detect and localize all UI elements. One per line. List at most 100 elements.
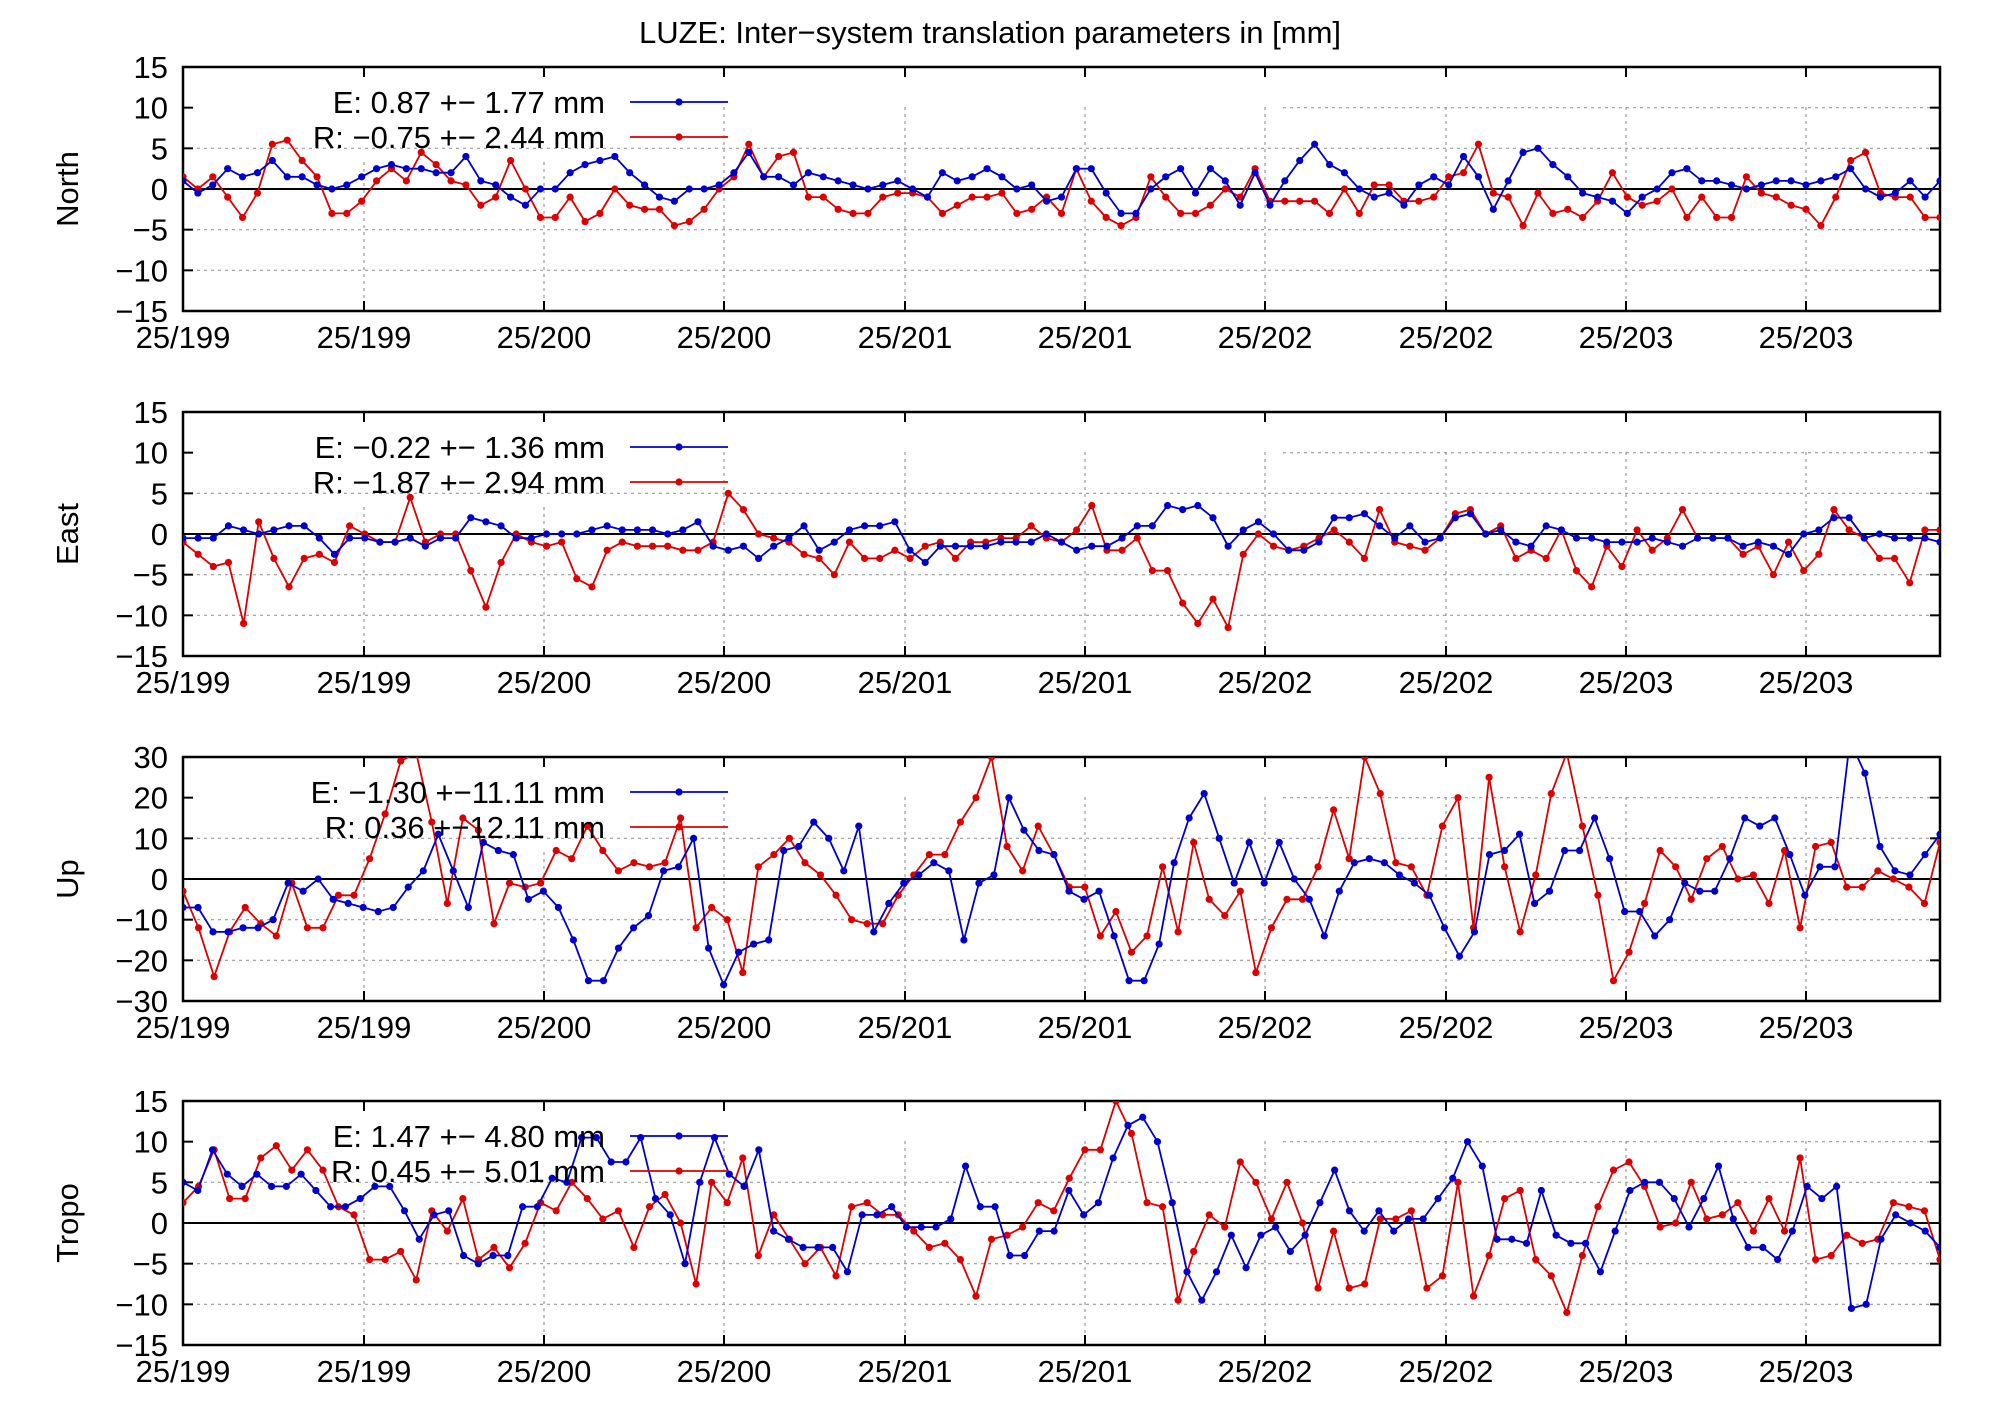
data-point-r [1361, 1280, 1369, 1288]
series-line-r [183, 491, 1940, 631]
data-point-e [494, 846, 502, 855]
data-point-r [832, 1272, 840, 1280]
x-tick-label: 25/199 [317, 320, 412, 355]
data-point-e [434, 830, 442, 838]
data-point-r [1057, 209, 1066, 217]
data-point-r [1713, 213, 1721, 222]
data-point-r [1254, 530, 1263, 538]
data-point-e [584, 977, 593, 985]
data-point-r [1081, 1146, 1089, 1154]
data-point-e [1906, 177, 1914, 185]
y-tick-label: 5 [151, 131, 168, 166]
y-tick-label: 10 [134, 821, 168, 856]
data-point-r [521, 185, 530, 193]
data-point-e [917, 1223, 925, 1231]
data-point-e [829, 1243, 837, 1251]
data-point-e [1579, 189, 1587, 197]
data-point-e [209, 181, 217, 189]
data-point-r [241, 903, 249, 912]
data-point-e [253, 1170, 261, 1178]
data-point-r [1177, 209, 1185, 217]
data-point-e [1305, 895, 1313, 903]
legend-marker-r [675, 823, 683, 831]
data-point-r [1283, 895, 1291, 903]
data-point-e [611, 152, 619, 161]
data-point-r [1683, 213, 1691, 222]
data-point-e [1655, 1178, 1664, 1186]
data-point-r [1516, 928, 1524, 936]
x-tick-label: 25/199 [317, 1354, 412, 1389]
data-point-r [270, 554, 278, 563]
data-point-e [209, 928, 217, 936]
data-point-r [951, 554, 960, 563]
data-point-e [283, 173, 291, 181]
data-point-r [300, 554, 308, 563]
data-point-r [1206, 201, 1214, 209]
data-point-r [1549, 209, 1557, 217]
data-point-e [482, 518, 490, 526]
data-point-e [700, 185, 708, 193]
data-point-r [1283, 1178, 1291, 1186]
data-point-e [1140, 977, 1148, 985]
data-point-r [1430, 193, 1438, 201]
data-point-r [372, 177, 381, 185]
data-point-r [1772, 193, 1780, 201]
data-point-r [1921, 526, 1929, 534]
data-point-r [343, 209, 351, 217]
data-point-e [951, 542, 960, 550]
data-point-r [288, 1166, 296, 1174]
data-point-e [651, 1195, 660, 1203]
data-point-e [1512, 538, 1520, 546]
data-point-r [1485, 1251, 1493, 1260]
y-tick-label: 10 [134, 436, 168, 471]
data-point-r [1656, 846, 1664, 855]
data-point-e [1784, 550, 1793, 558]
data-point-r [987, 757, 996, 761]
data-point-e [239, 924, 247, 932]
data-point-r [1174, 1296, 1182, 1304]
data-point-r [346, 522, 354, 530]
data-point-e [1080, 1211, 1088, 1219]
data-point-e [1876, 193, 1885, 201]
data-point-e [527, 534, 535, 542]
data-point-e [1275, 838, 1283, 847]
data-point-r [253, 189, 262, 197]
data-point-e [1148, 522, 1156, 530]
data-point-r [365, 855, 374, 863]
data-point-e [330, 550, 339, 558]
data-point-r [1340, 185, 1349, 193]
data-point-e [1117, 209, 1125, 217]
data-point-e [900, 879, 908, 887]
data-point-r [1815, 550, 1823, 558]
data-point-e [596, 156, 604, 165]
data-point-r [1355, 209, 1363, 217]
data-point-e [1200, 790, 1208, 798]
data-point-e [1773, 1256, 1782, 1264]
data-point-e [1043, 197, 1051, 205]
data-point-r [801, 1260, 809, 1268]
x-tick-label: 25/201 [1038, 1354, 1133, 1389]
x-tick-label: 25/201 [1038, 1010, 1133, 1045]
y-tick-label: −10 [115, 598, 168, 633]
data-point-r [1800, 567, 1808, 575]
data-point-e [1663, 538, 1671, 546]
data-point-e [1714, 1162, 1723, 1170]
data-point-e [371, 1182, 379, 1190]
data-point-e [1375, 522, 1384, 530]
data-point-r [1678, 506, 1687, 514]
legend-marker-e [675, 98, 683, 106]
data-point-r [1501, 1195, 1509, 1203]
data-point-e [1936, 538, 1940, 546]
data-point-r [614, 867, 622, 875]
data-point-r [1281, 197, 1289, 205]
data-point-e [592, 1134, 601, 1142]
plot-area [183, 136, 1940, 230]
data-point-r [573, 575, 581, 583]
data-point-e [780, 846, 788, 855]
x-tick-label: 25/200 [677, 320, 772, 355]
data-point-e [1057, 538, 1066, 546]
data-point-e [1449, 1174, 1457, 1182]
data-point-r [1330, 526, 1338, 534]
data-point-r [1019, 867, 1027, 875]
data-point-r [1330, 806, 1338, 814]
